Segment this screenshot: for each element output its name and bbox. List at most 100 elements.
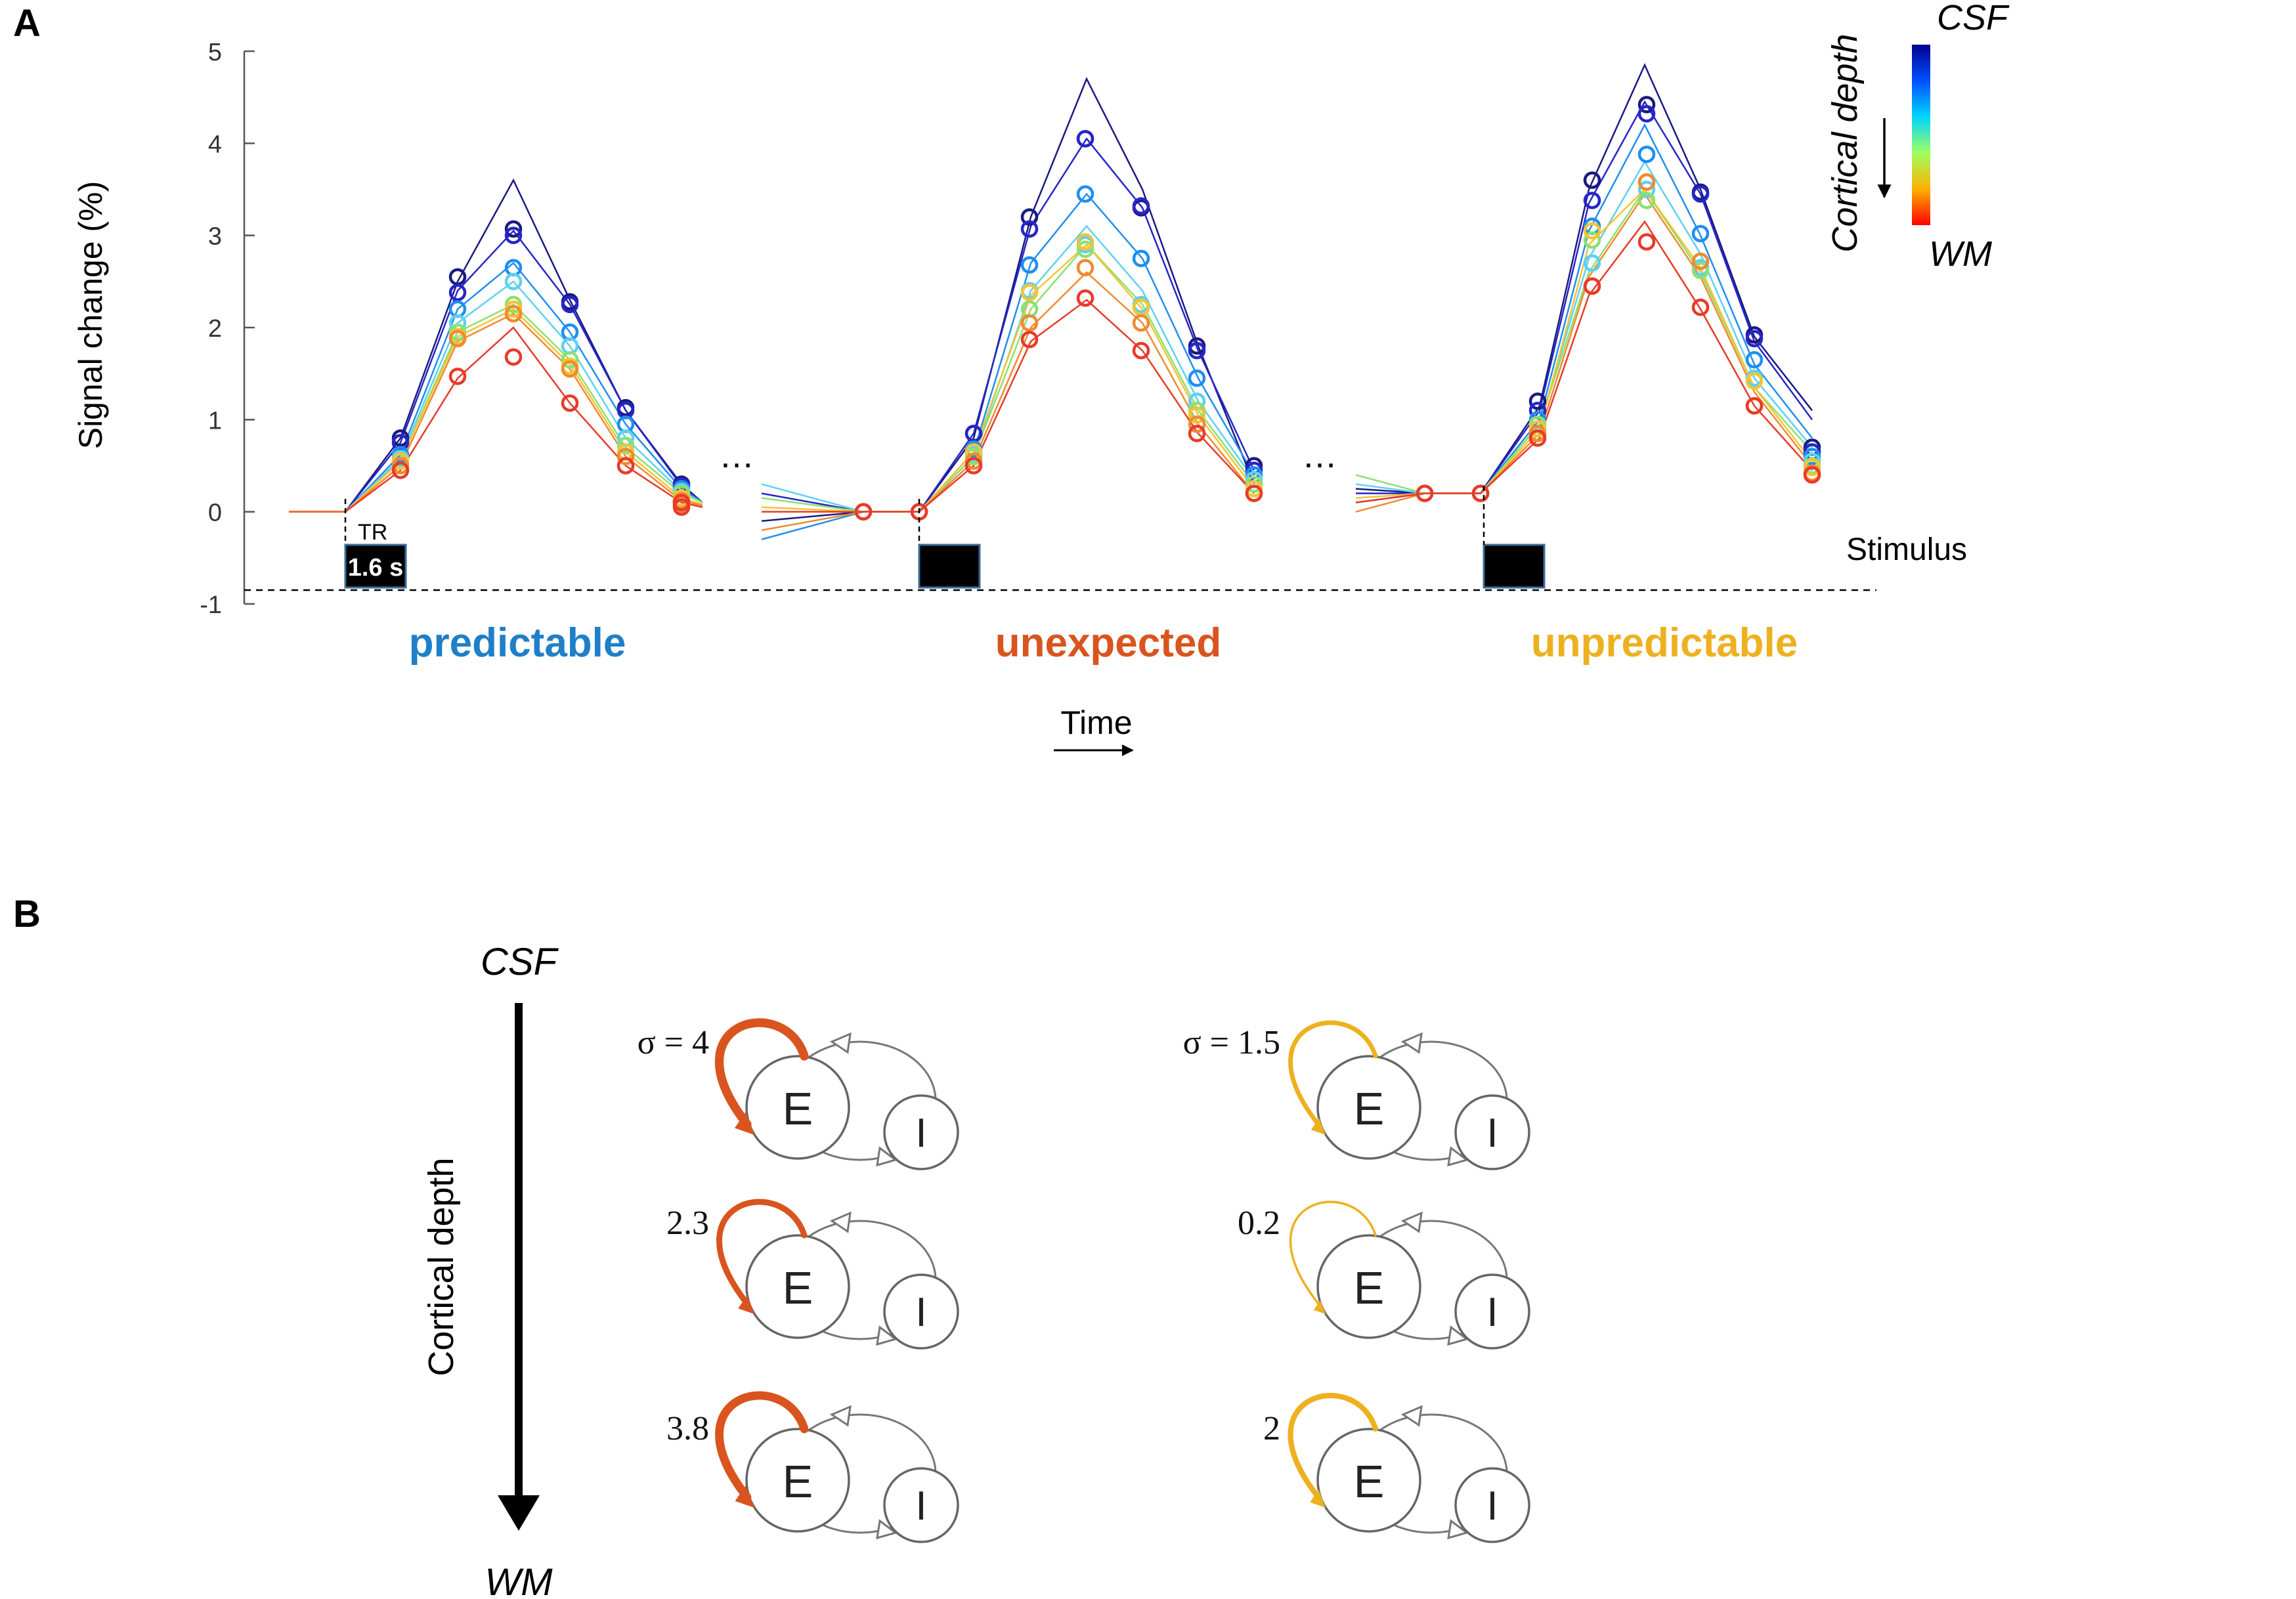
ei-loop-arrowhead (876, 1519, 898, 1540)
panel-b: CSF Cortical depth WM E Iσ = 4E I2.3E I3.8E… (422, 941, 1530, 1599)
series-line (289, 280, 703, 513)
y-axis-label: Signal change (%) (72, 181, 109, 450)
i-node-label: I (1486, 1483, 1498, 1529)
depth-bottom-label: WM (485, 1561, 553, 1599)
series-line (762, 299, 1255, 513)
data-point (1637, 105, 1656, 123)
series-line (289, 312, 703, 513)
e-node (745, 1428, 850, 1533)
data-point (561, 295, 579, 314)
i-node (1454, 1273, 1530, 1350)
i-node-label: I (1486, 1290, 1498, 1335)
ellipsis-2: … (1302, 436, 1337, 475)
series-line (289, 303, 703, 513)
data-point (1132, 314, 1150, 332)
data-point (1745, 351, 1764, 369)
e-node-label: E (1354, 1083, 1385, 1134)
i-node (1454, 1467, 1530, 1543)
condition-label-unexpected: unexpected (995, 620, 1222, 666)
ei-loop-arrowhead (829, 1405, 852, 1427)
colorbar-gradient (1912, 45, 1930, 225)
series-line (289, 178, 703, 513)
series-line (1356, 100, 1813, 494)
condition-plots (289, 62, 1821, 540)
sigma-label: 2.3 (666, 1205, 709, 1242)
data-point (561, 394, 579, 412)
sigma-label: 2 (1263, 1410, 1280, 1447)
e-node (1316, 1055, 1421, 1160)
ei-loop-arrowhead (1400, 1211, 1423, 1233)
plot-unpredictable (1355, 62, 1821, 513)
ei-unit: E Iσ = 4 (638, 1018, 959, 1170)
data-point (1132, 197, 1150, 215)
series-line (1355, 62, 1813, 494)
data-point (672, 498, 691, 516)
series-line (761, 243, 1255, 513)
data-point (1188, 369, 1206, 387)
panel-label-a: A (13, 2, 41, 45)
data-point (1416, 484, 1434, 502)
ei-loop-arrowhead (876, 1146, 898, 1167)
e-node (745, 1055, 850, 1160)
data-point (1188, 425, 1206, 442)
data-point (1020, 256, 1039, 274)
data-point (1691, 252, 1710, 270)
condition-label-predictable: predictable (409, 620, 626, 666)
stimulus-block-unpredictable (1483, 486, 1546, 589)
colorbar-bottom-label: WM (1929, 234, 1992, 274)
data-point (391, 461, 410, 479)
data-point (561, 360, 579, 378)
depth-axis-label: Cortical depth (422, 1157, 461, 1376)
self-excitation-arrowhead (1310, 1118, 1326, 1135)
i-node-label: I (915, 1483, 926, 1529)
data-point (1691, 224, 1710, 243)
colorbar-title: Cortical depth (1825, 33, 1865, 252)
series-line (761, 137, 1255, 513)
data-point (1132, 249, 1150, 267)
ei-loop-arrowhead (829, 1032, 852, 1054)
data-point (617, 437, 635, 454)
data-point (504, 272, 523, 291)
ei-loop-arrowhead (876, 1325, 898, 1346)
data-point (1637, 96, 1656, 114)
chart-a: 5 4 3 2 1 0 -1 Signal change (%) Stimulus 1.6 … (72, 0, 2010, 756)
data-point (1691, 298, 1710, 316)
sigma-label: σ = 4 (638, 1024, 709, 1061)
ei-loop-arrowhead (829, 1211, 852, 1233)
data-point (448, 368, 467, 385)
depth-arrow-head (498, 1495, 540, 1531)
e-node-label: E (783, 1262, 813, 1313)
data-point (1132, 341, 1150, 360)
series-line (289, 262, 703, 513)
stimulus-label: Stimulus (1846, 532, 1967, 567)
data-point (1691, 261, 1710, 280)
data-point (1528, 393, 1547, 410)
series-line (289, 229, 703, 513)
ei-unit: E Iσ = 1.5 (1183, 1020, 1530, 1170)
series-line (1355, 188, 1813, 494)
ei-loop-arrowhead (1400, 1405, 1423, 1427)
data-point (1076, 233, 1094, 251)
ei-network: E Iσ = 4 E I 2.3 E I 3.8 E Iσ = 1.5 E I 0.2 E I 2 (638, 1018, 1530, 1543)
data-point (1020, 330, 1039, 349)
series-line (289, 308, 703, 513)
ellipsis-1: … (719, 436, 754, 475)
data-point (504, 226, 523, 244)
y-tick-label: 2 (208, 315, 222, 343)
self-excitation-arrowhead (1313, 1300, 1326, 1314)
data-point (1188, 416, 1206, 433)
data-point (1188, 406, 1206, 424)
ei-unit: E I 0.2 (1238, 1201, 1530, 1350)
e-node-label: E (783, 1456, 813, 1507)
data-point (1637, 181, 1656, 198)
data-point (1528, 429, 1547, 447)
condition-label-unpredictable: unpredictable (1531, 620, 1798, 666)
y-axis: 5 4 3 2 1 0 -1 (200, 39, 255, 619)
y-tick-label: 5 (208, 39, 222, 66)
self-excitation-arc (1288, 1020, 1378, 1127)
y-tick-label: 4 (208, 131, 222, 158)
data-point (1745, 397, 1764, 415)
data-point (1076, 240, 1094, 258)
data-point (1691, 185, 1710, 203)
